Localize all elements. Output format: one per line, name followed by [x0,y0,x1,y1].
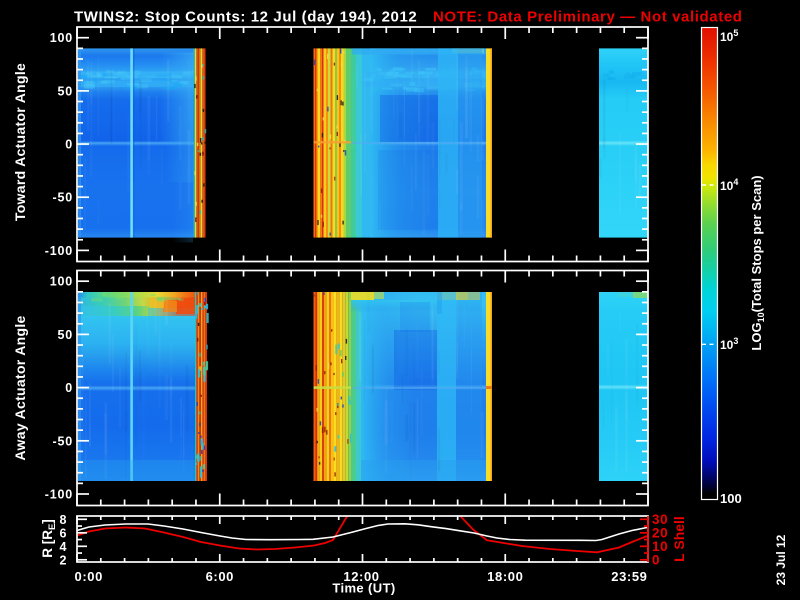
svg-text:100: 100 [720,491,742,506]
svg-text:2: 2 [60,553,67,567]
svg-text:12:00: 12:00 [343,569,379,584]
svg-text:8: 8 [60,513,67,527]
svg-text:Time (UT): Time (UT) [332,581,395,596]
svg-text:L Shell: L Shell [671,516,687,562]
svg-text:0: 0 [65,138,73,152]
svg-text:LOG10(Total Stops per Scan): LOG10(Total Stops per Scan) [749,175,766,350]
svg-text:TWINS2: Stop Counts: 12 Jul (d: TWINS2: Stop Counts: 12 Jul (day 194), 2… [74,9,417,26]
svg-text:20: 20 [652,526,668,541]
svg-text:10: 10 [652,539,668,554]
svg-text:4: 4 [60,540,67,554]
svg-text:23 Jul 12: 23 Jul 12 [774,534,788,585]
svg-text:Toward Actuator Angle: Toward Actuator Angle [12,63,28,221]
svg-text:-50: -50 [53,191,73,205]
svg-text:Away Actuator Angle: Away Actuator Angle [12,315,28,460]
svg-text:-100: -100 [45,488,73,502]
svg-text:0: 0 [65,381,73,395]
svg-text:-100: -100 [45,244,73,258]
svg-text:50: 50 [57,328,73,342]
svg-text:50: 50 [57,84,73,98]
svg-text:-50: -50 [53,434,73,448]
svg-text:6: 6 [60,526,67,540]
svg-text:0: 0 [652,553,660,568]
svg-text:30: 30 [652,512,668,527]
svg-text:18:00: 18:00 [487,569,523,584]
svg-text:6:00: 6:00 [206,569,234,584]
svg-text:100: 100 [50,275,73,289]
svg-text:0:00: 0:00 [75,569,103,584]
svg-text:100: 100 [50,31,73,45]
svg-text:NOTE: Data Preliminary — Not v: NOTE: Data Preliminary — Not validated [433,9,743,26]
svg-text:23:59: 23:59 [611,569,647,584]
